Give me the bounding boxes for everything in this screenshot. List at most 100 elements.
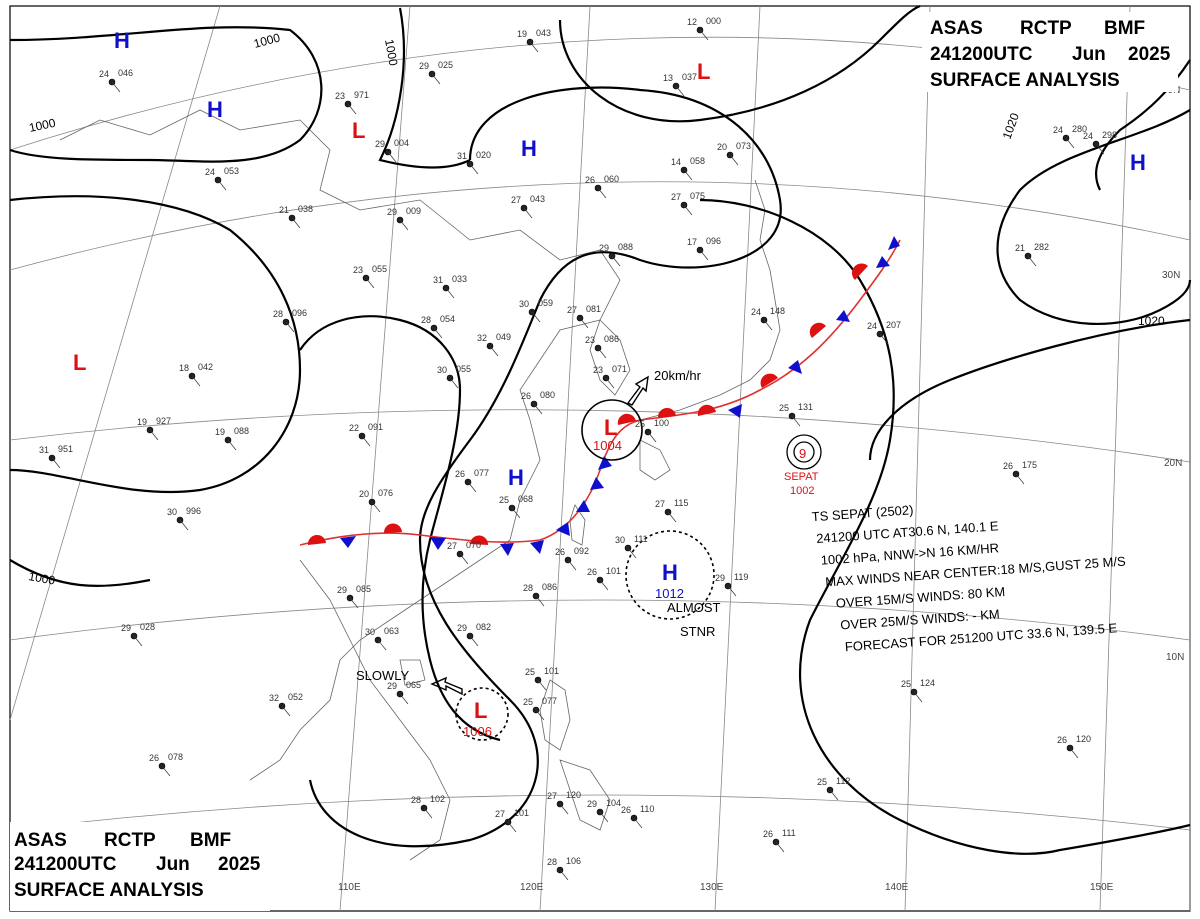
wind-barb (579, 317, 589, 329)
station-temperature: 26 (585, 175, 595, 185)
wind-barb (489, 345, 499, 357)
wind-barb (559, 869, 569, 881)
wind-barb (111, 81, 121, 93)
station-pressure: 082 (476, 622, 491, 632)
header-top-code: BMF (1104, 18, 1145, 39)
station-temperature: 22 (349, 423, 359, 433)
wind-barb (347, 103, 357, 115)
motion-arrow-northeast (626, 375, 649, 406)
station-pressure: 033 (452, 274, 467, 284)
cold-front-triangle (590, 477, 604, 490)
station-plot: 30 059 (519, 298, 553, 323)
station-pressure: 119 (734, 572, 748, 582)
high-symbol: H (1130, 150, 1146, 175)
isobar-1020-lower (868, 318, 1191, 461)
station-temperature: 26 (763, 829, 773, 839)
station-pressure: 101 (544, 666, 559, 676)
wind-barb (675, 85, 685, 97)
lon-label-130e: 130E (700, 882, 724, 893)
station-plot: 20 073 (717, 141, 751, 166)
station-temperature: 24 (99, 69, 109, 79)
station-temperature: 21 (1015, 243, 1025, 253)
header-top-year: 2025 (1128, 44, 1171, 65)
station-plot: 25 124 (901, 678, 935, 703)
wind-barb (667, 511, 677, 523)
station-plot: 24 280 (1053, 124, 1087, 149)
station-plot: 29 085 (337, 584, 371, 609)
station-pressure: 086 (604, 334, 619, 344)
station-temperature: 29 (121, 623, 131, 633)
station-pressure: 110 (640, 804, 654, 814)
lon-line-130e (714, 5, 761, 912)
isobar-1000-northwest (9, 26, 323, 163)
station-pressure: 043 (530, 194, 545, 204)
coastline-east-asia (59, 109, 621, 781)
lat-line-10n (9, 599, 1191, 641)
station-plot: 26 078 (149, 752, 183, 777)
isobar-sw-loop (299, 315, 501, 742)
station-plot: 22 091 (349, 422, 383, 447)
station-temperature: 26 (555, 547, 565, 557)
isobar-1000-north (378, 7, 471, 169)
coastlines (59, 109, 781, 861)
station-pressure: 053 (224, 166, 239, 176)
station-temperature: 32 (477, 333, 487, 343)
coastline-taiwan (569, 504, 586, 546)
lat-label-10n: 10N (1166, 652, 1184, 663)
station-temperature: 29 (599, 243, 609, 253)
wind-barb (1015, 473, 1025, 485)
motion-speed-label: 20km/hr (654, 368, 702, 383)
cold-front-triangle (500, 543, 514, 556)
station-pressure: 100 (654, 418, 669, 428)
station-pressure: 112 (836, 776, 850, 786)
station-temperature: 24 (867, 321, 877, 331)
warm-front-bump (617, 413, 636, 425)
station-pressure: 077 (542, 696, 557, 706)
low-symbol-southwest: L (474, 698, 487, 723)
cold-front-triangle (836, 310, 850, 322)
station-pressure: 073 (736, 141, 751, 151)
fronts (299, 236, 901, 556)
station-temperature: 28 (411, 795, 421, 805)
station-temperature: 25 (635, 419, 645, 429)
wind-barb (445, 287, 455, 299)
station-temperature: 25 (523, 697, 533, 707)
station-pressure: 000 (706, 16, 721, 26)
wind-barb (531, 311, 541, 323)
warm-front-bump (851, 263, 868, 280)
wind-barb (699, 249, 709, 261)
station-temperature: 26 (455, 469, 465, 479)
lon-line-110e (339, 5, 411, 912)
header-bottom: ASAS RCTP BMF 241200UTC Jun 2025 SURFACE… (10, 822, 270, 911)
low-symbol: L (73, 350, 86, 375)
station-plot: 18 042 (179, 362, 213, 387)
wind-barb (349, 597, 359, 609)
station-plot: 28 086 (523, 582, 557, 607)
wind-barb (683, 169, 693, 181)
lon-label-150e: 150E (1090, 882, 1114, 893)
station-pressure: 028 (140, 622, 155, 632)
wind-barb (523, 207, 533, 219)
cold-front-triangle (888, 236, 900, 250)
station-plot: 24 053 (205, 166, 239, 191)
warm-front-bump (760, 373, 778, 388)
wind-barb (431, 73, 441, 85)
station-temperature: 23 (335, 91, 345, 101)
station-pressure: 085 (356, 584, 371, 594)
station-temperature: 29 (387, 681, 397, 691)
pressure-symbols: H H H H H H L L L L L 1004 1006 1012 (73, 28, 1146, 739)
station-temperature: 29 (387, 207, 397, 217)
cold-front-triangle (430, 537, 446, 550)
low-symbol: L (352, 118, 365, 143)
station-plot: 23 071 (593, 364, 627, 389)
cold-front-triangle (788, 360, 802, 374)
wind-barb (605, 377, 615, 389)
station-plot: 27 115 (655, 498, 688, 523)
station-plot: 24 148 (751, 306, 785, 331)
high-symbol-stnr: H (662, 560, 678, 585)
station-plot: 19 088 (215, 426, 249, 451)
station-temperature: 26 (521, 391, 531, 401)
station-pressure: 081 (586, 304, 601, 314)
warm-front-bump (470, 535, 489, 545)
